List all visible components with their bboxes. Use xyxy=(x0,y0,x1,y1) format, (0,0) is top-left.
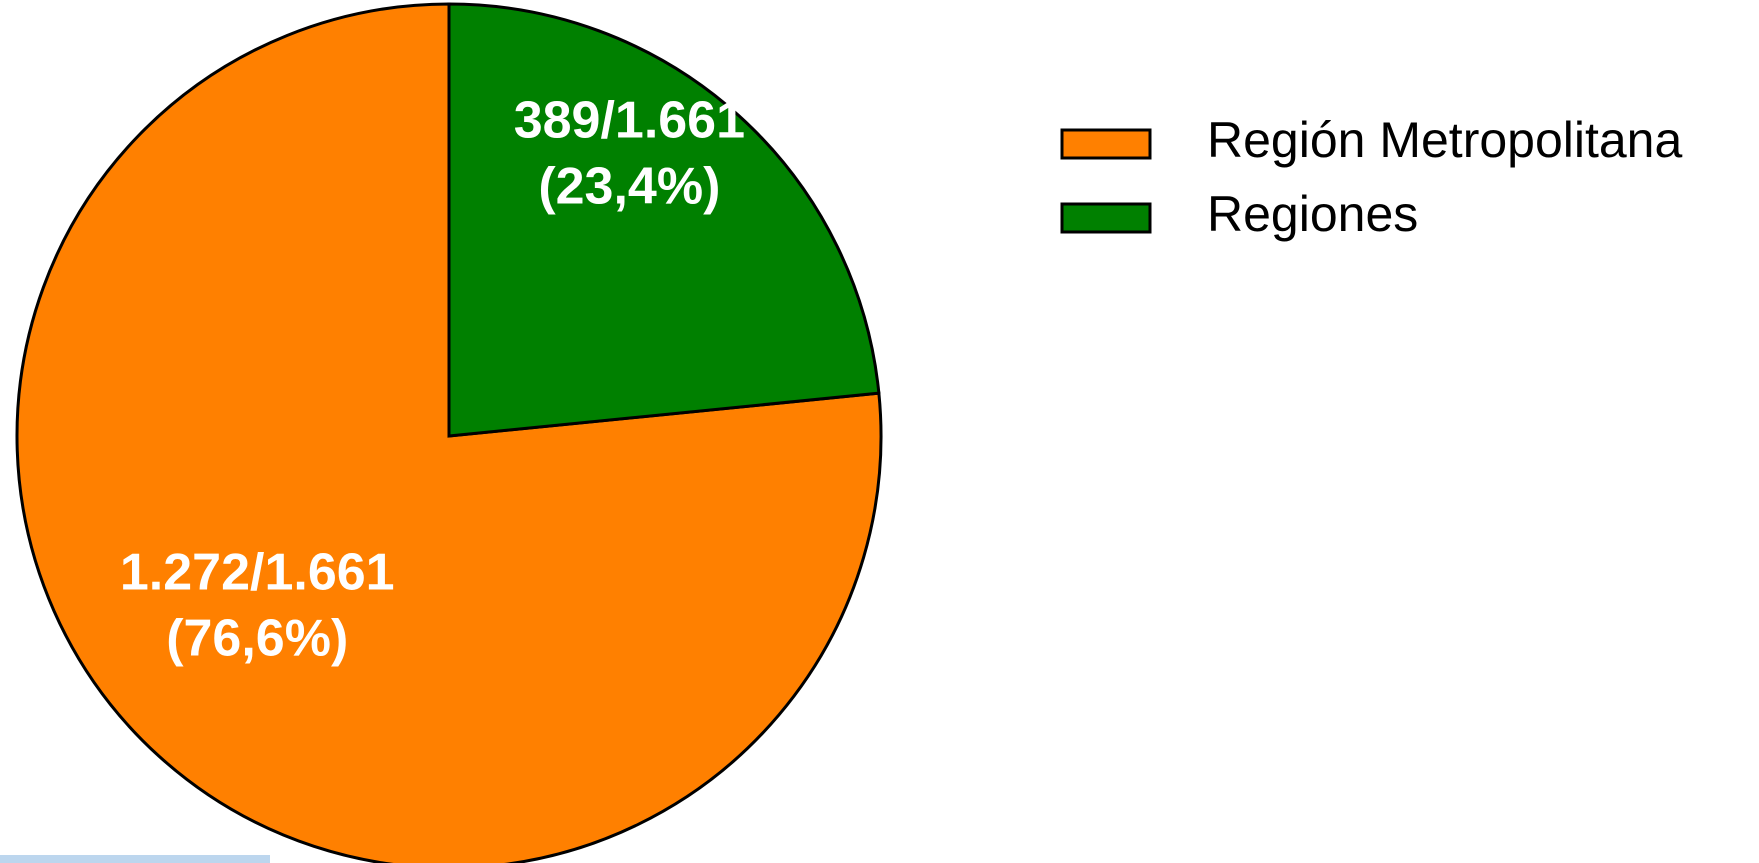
decorative-image xyxy=(0,855,270,863)
legend-label: Región Metropolitana xyxy=(1207,112,1682,168)
legend-label: Regiones xyxy=(1207,186,1418,242)
data-label: 1.272/1.661 xyxy=(120,543,395,601)
pie-slice xyxy=(15,2,883,863)
data-label: (23,4%) xyxy=(538,157,720,215)
legend-swatch xyxy=(1060,202,1152,234)
legend-swatch xyxy=(1060,128,1152,160)
pie-slice xyxy=(447,2,881,438)
data-label: (76,6%) xyxy=(166,609,348,667)
data-label: 389/1.661 xyxy=(514,91,745,149)
